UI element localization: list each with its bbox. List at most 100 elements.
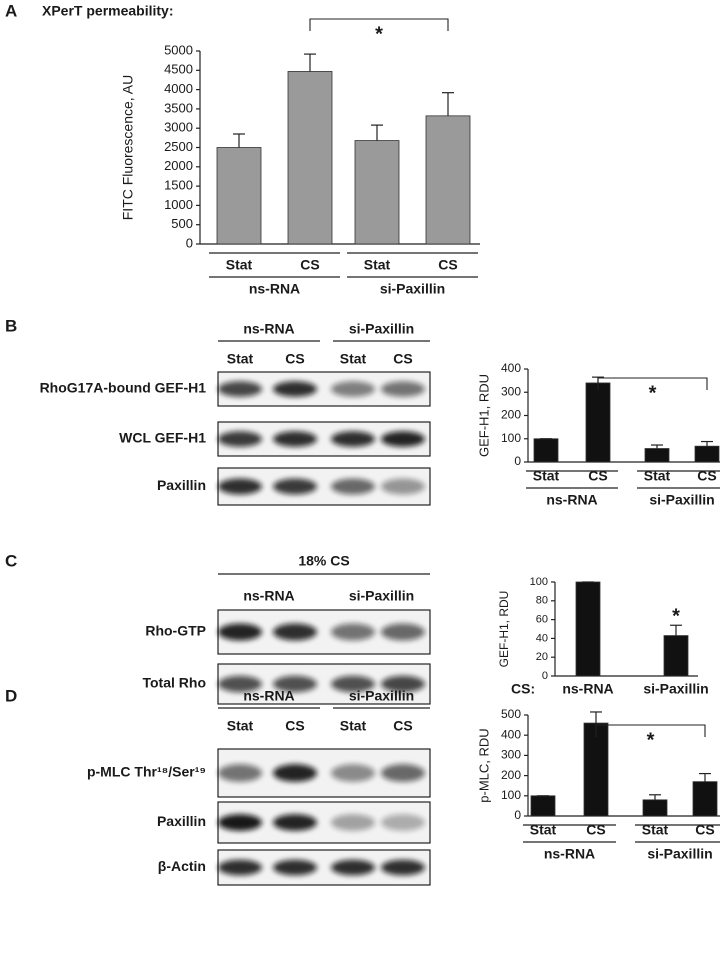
blot-group-label: si-Paxillin xyxy=(349,588,414,604)
category-prefix: CS: xyxy=(511,681,535,697)
lane-label: Stat xyxy=(227,718,254,734)
group-label: si-Paxillin xyxy=(647,846,712,862)
blot-group-label: ns-RNA xyxy=(243,588,294,604)
blot-band xyxy=(273,431,317,447)
y-tick-label: 500 xyxy=(501,707,521,721)
y-tick-label: 100 xyxy=(530,576,548,588)
significance-label: * xyxy=(672,606,680,628)
x-tick-label: Stat xyxy=(530,822,557,838)
y-tick-label: 1500 xyxy=(164,178,193,193)
blot-band xyxy=(273,478,317,495)
lane-label: Stat xyxy=(340,351,367,367)
group-label: ns-RNA xyxy=(544,846,595,862)
lane-label: CS xyxy=(393,351,412,367)
y-tick-label: 0 xyxy=(514,808,521,822)
blot-band xyxy=(331,478,375,495)
blot-band xyxy=(218,478,262,495)
blot-band xyxy=(331,859,375,876)
panel-letter: D xyxy=(5,686,17,705)
bar xyxy=(585,382,611,463)
blot-band xyxy=(331,381,375,397)
significance-bracket xyxy=(595,724,706,737)
y-tick-label: 100 xyxy=(501,431,521,445)
y-tick-label: 200 xyxy=(501,768,521,782)
significance-bracket xyxy=(309,18,449,31)
panel-letter: A xyxy=(5,1,17,20)
y-tick-label: 5000 xyxy=(164,42,193,57)
error-bar xyxy=(670,624,682,636)
bar xyxy=(663,635,689,677)
blot-band xyxy=(381,764,425,782)
chart-title: XPerT permeability: xyxy=(42,3,174,19)
blot-band xyxy=(331,431,375,447)
bar xyxy=(642,799,668,817)
x-tick-label: Stat xyxy=(226,257,253,273)
blot-band xyxy=(381,675,425,693)
blot-row-label: RhoG17A-bound GEF-H1 xyxy=(40,380,207,396)
y-tick-label: 200 xyxy=(501,408,521,422)
blot-band xyxy=(331,814,375,831)
blot-band xyxy=(218,381,262,397)
blot-band xyxy=(381,431,425,447)
y-tick-label: 1000 xyxy=(164,197,193,212)
group-label: si-Paxillin xyxy=(380,281,445,297)
blot-group-label: si-Paxillin xyxy=(349,688,414,704)
error-bar xyxy=(649,794,661,800)
y-tick-label: 300 xyxy=(501,748,521,762)
error-bar xyxy=(590,711,602,724)
error-bar xyxy=(371,124,383,141)
error-bar xyxy=(442,92,454,116)
y-tick-label: 300 xyxy=(501,384,521,398)
x-tick-label: CS xyxy=(438,257,457,273)
blot-row-label: Paxillin xyxy=(157,813,206,829)
blot-band xyxy=(381,859,425,876)
x-tick-label: si-Paxillin xyxy=(643,681,708,697)
blot-band xyxy=(218,623,262,641)
panel-letter: B xyxy=(5,316,17,335)
x-tick-label: CS xyxy=(300,257,319,273)
blot-band xyxy=(331,623,375,641)
x-tick-label: Stat xyxy=(644,468,671,484)
bar xyxy=(287,71,333,245)
y-tick-label: 4000 xyxy=(164,81,193,96)
blot-group-label: ns-RNA xyxy=(243,688,294,704)
blot-band xyxy=(273,675,317,693)
bar xyxy=(354,140,400,245)
y-axis-label: GEF-H1, RDU xyxy=(476,374,491,457)
bar xyxy=(583,722,609,817)
x-tick-label: ns-RNA xyxy=(562,681,613,697)
y-axis-label: FITC Fluorescence, AU xyxy=(120,75,136,221)
bar xyxy=(644,448,670,463)
blot-row-label: Rho-GTP xyxy=(145,623,206,639)
bar xyxy=(533,438,559,463)
y-axis-label: GEF-H1, RDU xyxy=(497,591,511,668)
y-tick-label: 500 xyxy=(171,216,193,231)
error-bar xyxy=(701,440,713,447)
blot-band xyxy=(218,859,262,876)
blot-band xyxy=(218,431,262,447)
x-tick-label: Stat xyxy=(364,257,391,273)
blot-band xyxy=(381,381,425,397)
bar xyxy=(575,581,601,677)
blot-band xyxy=(218,675,262,693)
error-bar xyxy=(699,772,711,782)
y-axis-label: p-MLC, RDU xyxy=(476,728,491,802)
lane-label: CS xyxy=(285,351,304,367)
y-tick-label: 20 xyxy=(536,651,548,663)
blot-row-label: WCL GEF-H1 xyxy=(119,430,206,446)
y-tick-label: 0 xyxy=(514,454,521,468)
blot-band xyxy=(381,623,425,641)
blot-band xyxy=(218,764,262,782)
error-bar xyxy=(304,53,316,72)
blot-band xyxy=(331,675,375,693)
blot-band xyxy=(273,623,317,641)
blot-band xyxy=(381,814,425,831)
x-tick-label: CS xyxy=(695,822,714,838)
bar xyxy=(694,445,720,463)
y-tick-label: 0 xyxy=(542,670,548,682)
x-tick-label: Stat xyxy=(533,468,560,484)
blot-band xyxy=(273,859,317,876)
panel-letter: C xyxy=(5,551,17,570)
blot-band xyxy=(273,764,317,782)
